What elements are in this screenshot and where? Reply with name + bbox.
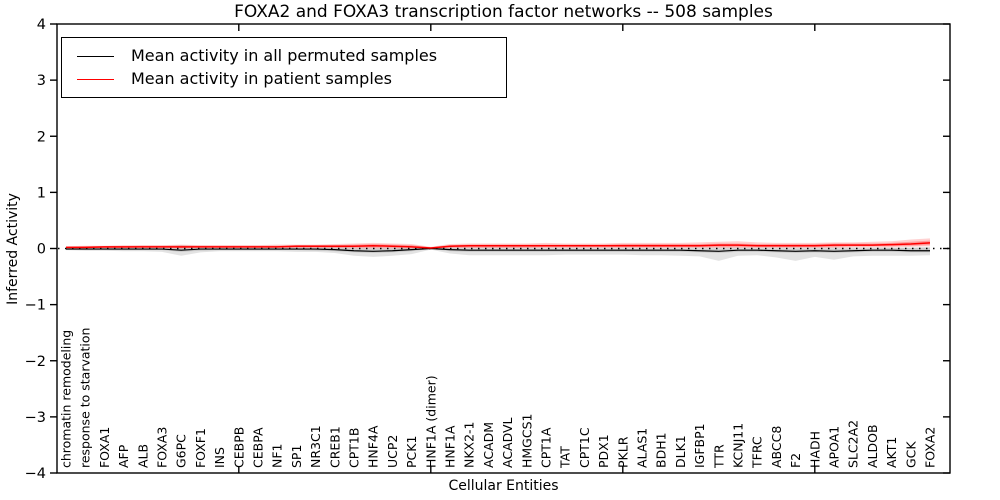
x-category-label: ACADVL bbox=[500, 417, 515, 468]
x-category-label: FOXF1 bbox=[193, 428, 208, 468]
x-category-label: HNF4A bbox=[366, 425, 381, 468]
x-category-label: TAT bbox=[558, 446, 573, 469]
legend-label-permuted: Mean activity in all permuted samples bbox=[131, 46, 438, 65]
legend: Mean activity in all permuted samples Me… bbox=[61, 37, 507, 98]
y-tick-label: 3 bbox=[37, 73, 46, 89]
y-tick-label: 1 bbox=[37, 185, 46, 201]
x-category-label: NR3C1 bbox=[308, 425, 323, 468]
x-category-label: DLK1 bbox=[673, 435, 688, 468]
x-category-label: CPT1A bbox=[539, 427, 554, 468]
x-category-label: NKX2-1 bbox=[462, 421, 477, 468]
x-category-label: CEBPB bbox=[231, 427, 246, 468]
legend-line-permuted-icon bbox=[77, 55, 114, 57]
x-category-label: NF1 bbox=[270, 444, 285, 469]
x-axis-label: Cellular Entities bbox=[448, 478, 559, 494]
legend-line-patient-icon bbox=[77, 78, 114, 80]
x-category-label: HMGCS1 bbox=[519, 414, 534, 469]
y-tick-label: −4 bbox=[25, 466, 46, 482]
y-tick-label: 2 bbox=[37, 129, 46, 145]
x-category-label: INS bbox=[212, 447, 227, 468]
x-category-label: CPT1C bbox=[577, 427, 592, 468]
x-category-label: UCP2 bbox=[385, 435, 400, 468]
x-category-label: HNF1A bbox=[443, 425, 458, 468]
patient-mean-line bbox=[66, 242, 931, 249]
x-category-label: HNF1A (dimer) bbox=[423, 375, 438, 468]
chart-title: FOXA2 and FOXA3 transcription factor net… bbox=[234, 2, 773, 22]
y-tick-label: −1 bbox=[25, 298, 46, 314]
y-tick-label: −3 bbox=[25, 410, 46, 426]
x-category-label: CREB1 bbox=[327, 426, 342, 468]
x-category-label: BDH1 bbox=[654, 432, 669, 468]
x-category-label: AKT1 bbox=[884, 437, 899, 468]
x-category-label: KCNJ11 bbox=[731, 423, 746, 468]
x-category-label: ALDOB bbox=[865, 424, 880, 468]
x-category-label: TTR bbox=[711, 444, 726, 469]
x-category-label: PCK1 bbox=[404, 436, 419, 468]
x-category-label: PKLR bbox=[615, 436, 630, 468]
legend-label-patient: Mean activity in patient samples bbox=[131, 69, 392, 88]
legend-item-permuted: Mean activity in all permuted samples bbox=[62, 48, 506, 64]
permuted-mean-line bbox=[66, 247, 930, 252]
x-category-label: SLC2A2 bbox=[846, 420, 861, 468]
x-category-label: G6PC bbox=[174, 434, 189, 468]
x-category-label: ALAS1 bbox=[635, 428, 650, 468]
x-category-label: FOXA3 bbox=[155, 427, 170, 468]
x-category-label: AFP bbox=[116, 444, 131, 468]
x-category-label: FOXA2 bbox=[923, 427, 938, 468]
x-category-label: CPT1B bbox=[347, 428, 362, 468]
x-category-label: ALB bbox=[135, 444, 150, 468]
x-category-label: APOA1 bbox=[827, 426, 842, 468]
y-axis-label: Inferred Activity bbox=[5, 193, 21, 305]
x-category-label: CEBPA bbox=[251, 427, 266, 468]
x-category-label: HADH bbox=[807, 431, 822, 468]
x-category-label: GCK bbox=[903, 441, 918, 468]
x-category-label: SP1 bbox=[289, 445, 304, 468]
x-category-label: F2 bbox=[788, 453, 803, 468]
x-category-label: TFRC bbox=[750, 436, 765, 469]
y-tick-label: 0 bbox=[37, 242, 46, 258]
x-category-label: ACADM bbox=[481, 422, 496, 468]
x-category-label: IGFBP1 bbox=[692, 423, 707, 468]
x-category-label: response to starvation bbox=[78, 328, 93, 469]
x-category-label: FOXA1 bbox=[97, 427, 112, 468]
legend-item-patient: Mean activity in patient samples bbox=[62, 71, 506, 87]
x-category-label: PDX1 bbox=[596, 434, 611, 468]
x-category-label: ABCC8 bbox=[769, 426, 784, 468]
y-tick-label: −2 bbox=[25, 354, 46, 370]
x-category-label: chromatin remodeling bbox=[59, 330, 74, 468]
y-tick-label: 4 bbox=[37, 17, 46, 33]
